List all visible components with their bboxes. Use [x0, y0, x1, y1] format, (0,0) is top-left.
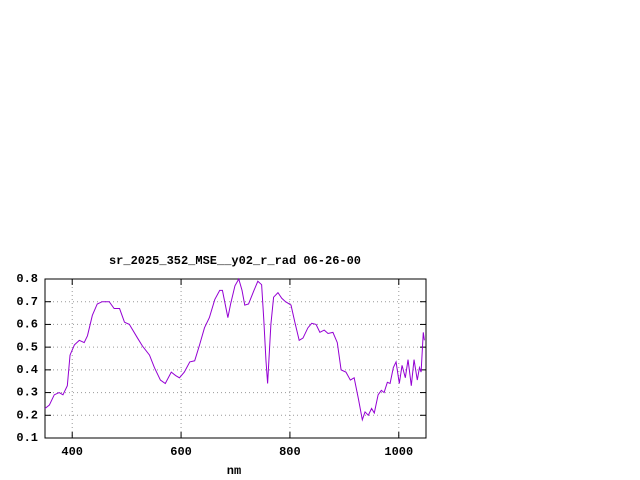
y-tick-label: 0.5 [16, 340, 38, 354]
x-tick-label: 600 [170, 445, 192, 459]
x-tick-label: 800 [279, 445, 301, 459]
y-tick-label: 0.4 [16, 363, 38, 377]
plot-frame [44, 278, 427, 439]
y-tick-label: 0.3 [16, 386, 38, 400]
x-tick-label: 1000 [384, 445, 413, 459]
x-tick-label: 400 [61, 445, 83, 459]
y-tick-label: 0.8 [16, 272, 38, 286]
y-tick-label: 0.6 [16, 318, 38, 332]
y-tick-label: 0.7 [16, 295, 38, 309]
x-axis-label: nm [227, 464, 241, 478]
chart-title: sr_2025_352_MSE__y02_r_rad 06-26-00 [109, 254, 361, 268]
y-tick-label: 0.1 [16, 431, 38, 445]
data-line [44, 277, 425, 422]
y-tick-label: 0.2 [16, 408, 38, 422]
